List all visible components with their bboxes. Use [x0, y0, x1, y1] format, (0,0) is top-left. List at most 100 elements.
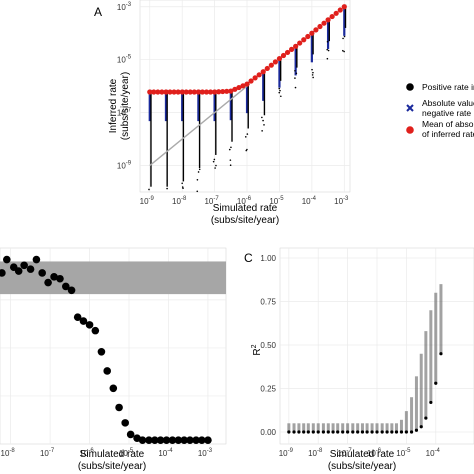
y-tick-exponent: -5 [126, 55, 132, 61]
replicate-point [229, 164, 232, 167]
panel-c: C 10-9 10-8 10-7 10-6 10-5 10-4 0.000.250.500… [244, 247, 474, 472]
replicate-point [326, 48, 329, 51]
data-point [424, 416, 428, 420]
y-tick-label: 0.50 [260, 341, 276, 350]
panel-a-scatter-cloud [148, 4, 347, 193]
panel-a-y-axis-title-line2: (subs/site/year) [120, 72, 131, 140]
data-point [32, 255, 41, 264]
x-tick-label: 10-6 [237, 196, 252, 206]
panel-b: 10-8 10-7 10-6 10-5 10-4 10-3 Simulated rate … [0, 247, 227, 472]
panel-b-x-axis-title-line1: Simulated rate [80, 449, 145, 460]
legend-label-positive-rate: Positive rate in [422, 82, 474, 92]
mean-point [159, 89, 165, 95]
x-tick-exponent: -7 [346, 448, 352, 454]
replicate-point [181, 182, 183, 185]
data-point [115, 403, 123, 412]
data-point [198, 436, 206, 444]
data-point [97, 347, 106, 356]
data-point [419, 425, 423, 429]
y-tick-label: 1.00 [260, 254, 276, 263]
mean-point [272, 59, 278, 65]
data-point [91, 326, 100, 335]
x-tick-exponent: -5 [405, 448, 411, 454]
data-point [186, 436, 194, 444]
data-point [67, 286, 76, 295]
data-point [26, 265, 35, 273]
replicate-point [244, 136, 247, 138]
panel-a-series [147, 4, 347, 95]
replicate-point [294, 86, 297, 89]
mean-point [341, 4, 347, 10]
mean-point [155, 89, 161, 95]
y-tick-exponent: -3 [126, 2, 132, 8]
replicate-point [326, 57, 329, 60]
x-tick-label: 10-3 [198, 448, 213, 458]
mean-point [293, 43, 299, 49]
data-point [38, 269, 46, 277]
panel-a-x-axis-title-line1: Simulated rate [213, 203, 278, 214]
data-point [429, 400, 433, 405]
replicate-point [262, 119, 264, 122]
x-tick-label: 10-6 [367, 448, 382, 458]
panel-a-x-tick-labels: 10-9 10-8 10-7 10-6 10-5 10-4 10-3 [140, 196, 349, 206]
data-point [61, 282, 70, 291]
x-tick-exponent: -4 [435, 448, 441, 454]
mean-point [175, 89, 181, 95]
replicate-point [343, 50, 345, 53]
mean-point [183, 89, 189, 95]
identity-line [149, 83, 251, 167]
x-tick-label: 10-7 [40, 448, 55, 458]
replicate-point [261, 116, 263, 119]
x-tick-label: 10-8 [1, 448, 16, 458]
mean-point [313, 27, 319, 33]
mean-point [321, 20, 327, 26]
panel-c-y-axis-title-sup: 2 [251, 344, 258, 348]
mean-point [171, 89, 177, 95]
data-point [145, 436, 153, 444]
replicate-point [197, 171, 200, 173]
mean-point [309, 30, 315, 36]
data-point [414, 428, 419, 432]
data-point [168, 436, 177, 444]
data-point [439, 352, 443, 356]
x-tick-label: 10-8 [308, 448, 323, 458]
panel-c-x-axis-title-line1: Simulated rate [330, 449, 395, 460]
replicate-point [311, 74, 314, 76]
mean-point [220, 88, 226, 95]
data-point [399, 430, 404, 434]
panel-c-x-tick-labels: 10-9 10-8 10-7 10-6 10-5 10-4 [279, 448, 441, 458]
panel-c-label: C [244, 251, 253, 265]
replicate-point [295, 72, 298, 75]
legend-label-negative-rate-line2: negative rate [422, 108, 471, 118]
panel-c-y-axis-title-base: R [252, 348, 263, 355]
replicate-point [181, 186, 184, 188]
mean-point [212, 89, 218, 95]
data-point [409, 430, 414, 434]
panel-c-x-axis-title-line2: (subs/site/year) [328, 461, 396, 472]
mean-point [325, 17, 331, 23]
data-point [79, 317, 88, 325]
data-point [341, 430, 345, 434]
x-tick-label: 10-7 [204, 196, 219, 206]
data-point [126, 430, 135, 439]
mean-point [256, 72, 262, 78]
replicate-point [263, 124, 265, 126]
panel-c-series [287, 284, 443, 434]
x-tick-label: 10-4 [426, 448, 441, 458]
x-tick-exponent: -8 [317, 448, 323, 454]
x-tick-label: 10-5 [396, 448, 411, 458]
mean-point [301, 37, 307, 43]
data-point [297, 430, 301, 434]
panel-b-series [0, 255, 212, 444]
replicate-point [196, 190, 199, 193]
x-tick-label: 10-4 [158, 448, 173, 458]
mean-point [240, 83, 246, 89]
x-tick-exponent: -5 [278, 196, 284, 202]
replicate-point [279, 89, 281, 92]
mean-point [264, 65, 270, 72]
x-tick-exponent: -4 [167, 448, 173, 454]
mean-point [248, 78, 254, 84]
mean-point [244, 81, 250, 87]
y-tick-exponent: -7 [126, 108, 132, 114]
